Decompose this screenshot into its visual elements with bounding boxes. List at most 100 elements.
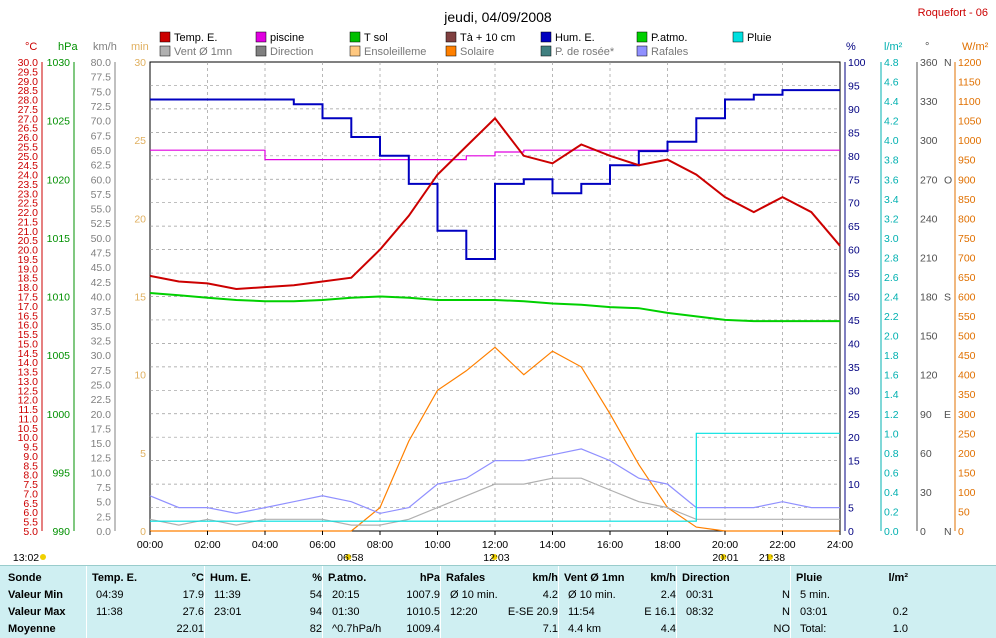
wind-tick-label: 37.5: [91, 306, 112, 318]
wind-tick-label: 75.0: [91, 86, 112, 98]
hum-tick-label: 90: [848, 104, 860, 116]
dir-tick-label: 150: [920, 331, 938, 343]
rain-tick-label: 0.6: [884, 467, 899, 479]
temp-tick-label: 12.0: [18, 395, 39, 407]
sun-tick-label: 20: [134, 213, 146, 225]
dir-tick-label: 60: [920, 448, 932, 460]
summary-cell-label: 11:38: [96, 606, 123, 618]
wind-tick-label: 50.0: [91, 233, 112, 245]
legend-label: Solaire: [460, 46, 494, 58]
summary-cell-value: 1007.9: [406, 589, 440, 601]
solar-tick-label: 100: [958, 487, 976, 499]
press-tick-label: 990: [52, 526, 70, 538]
hum-tick-label: 40: [848, 338, 860, 350]
hum-tick-label: 35: [848, 362, 860, 374]
time-tick-label: 24:00: [827, 539, 853, 551]
temp-tick-label: 27.0: [18, 113, 39, 125]
wind-tick-label: 52.5: [91, 218, 112, 230]
summary-col-head: Direction: [682, 572, 730, 584]
series-line: [149, 477, 840, 526]
solar-tick-label: 0: [958, 526, 964, 538]
legend-label: Hum. E.: [555, 32, 595, 44]
summary-cell-label: 03:01: [800, 606, 828, 618]
legend-label: Pluie: [747, 32, 771, 44]
dir-tick-label: 30: [920, 487, 932, 499]
solar-tick-label: 300: [958, 409, 976, 421]
temp-tick-label: 17.0: [18, 301, 39, 313]
hum-tick-label: 60: [848, 245, 860, 257]
rain-unit-label: l/m²: [884, 41, 903, 53]
summary-cell-label: 5 min.: [800, 589, 830, 601]
summary-cell-value: 1009.4: [406, 623, 440, 635]
press-tick-label: 1025: [47, 116, 71, 128]
summary-cell-value: 7.1: [542, 623, 558, 635]
wind-tick-label: 62.5: [91, 160, 112, 172]
solar-tick-label: 1150: [958, 77, 981, 89]
wind-tick-label: 77.5: [91, 72, 112, 84]
rain-tick-label: 0.0: [884, 526, 899, 538]
rain-tick-label: 3.8: [884, 155, 899, 167]
rain-tick-label: 4.4: [884, 96, 899, 108]
wind-tick-label: 35.0: [91, 321, 112, 333]
summary-col-unit: hPa: [419, 572, 440, 584]
axes: 5.05.56.06.57.07.58.08.59.09.510.010.511…: [18, 41, 989, 538]
summary-column: P.atmo. hPa 20:15 1007.9 01:30 1010.5 ^0.7hPa/…: [328, 570, 440, 638]
solar-tick-label: 150: [958, 467, 976, 479]
rain-tick-label: 0.8: [884, 448, 899, 460]
temp-tick-label: 27.5: [18, 104, 39, 116]
summary-cell-value: 54: [309, 589, 322, 601]
summary-col-head: Hum. E.: [210, 572, 251, 584]
rain-tick-label: 0.2: [884, 506, 899, 518]
summary-cell-label: [92, 623, 96, 635]
dir-letter-label: N: [944, 526, 952, 538]
wind-tick-label: 20.0: [91, 409, 112, 421]
temp-tick-label: 26.0: [18, 132, 39, 144]
solar-tick-label: 600: [958, 292, 976, 304]
rain-tick-label: 3.4: [884, 194, 899, 206]
time-tick-label: 04:00: [252, 539, 278, 551]
rain-tick-label: 1.8: [884, 350, 899, 362]
temp-tick-label: 11.5: [18, 404, 38, 416]
legend-swatch: [540, 45, 552, 57]
legend-swatch: [159, 31, 171, 43]
dir-tick-label: 360: [920, 57, 938, 69]
summary-column: Hum. E.% 11:39 54 23:01 94 82: [210, 570, 322, 638]
solar-tick-label: 750: [958, 233, 976, 245]
wind-tick-label: 72.5: [91, 101, 112, 113]
chart-title: jeudi, 04/09/2008: [443, 9, 552, 25]
hum-tick-label: 25: [848, 409, 860, 421]
summary-separator: [322, 566, 323, 638]
dir-tick-label: 270: [920, 174, 938, 186]
dir-tick-label: 180: [920, 292, 938, 304]
summary-cell-value: E-SE 20.9: [507, 606, 558, 618]
time-axis: 00:00 02:00 04:00 06:00 08:00 10:00 12:00 14:00…: [137, 531, 853, 551]
hum-tick-label: 80: [848, 151, 860, 163]
solar-tick-label: 1200: [958, 57, 982, 69]
temp-tick-label: 15.5: [18, 329, 39, 341]
temp-tick-label: 5.5: [23, 517, 38, 529]
weather-chart: jeudi, 04/09/2008 Roquefort - 06 Temp. E…: [13, 7, 989, 564]
summary-cell-value: 82: [309, 623, 322, 635]
temp-tick-label: 25.5: [18, 141, 39, 153]
hum-tick-label: 0: [848, 526, 854, 538]
legend-label: Direction: [270, 46, 313, 58]
rain-tick-label: 1.0: [884, 428, 899, 440]
temp-tick-label: 25.0: [18, 151, 39, 163]
summary-cell-value: 4.2: [542, 589, 558, 601]
temp-tick-label: 12.5: [18, 385, 39, 397]
summary-cell-label: 11:39: [214, 589, 241, 601]
press-tick-label: 995: [52, 467, 70, 479]
summary-cell-label: Ø 10 min.: [568, 589, 616, 601]
legend-swatch: [636, 31, 648, 43]
temp-tick-label: 10.5: [18, 423, 39, 435]
summary-col-unit: l/m²: [888, 572, 908, 584]
wind-tick-label: 5.0: [96, 497, 111, 509]
series-line: [150, 149, 840, 161]
solar-tick-label: 250: [958, 428, 976, 440]
temp-tick-label: 28.5: [18, 85, 39, 97]
legend-swatch: [349, 45, 361, 57]
summary-separator: [204, 566, 205, 638]
rain-tick-label: 1.6: [884, 370, 899, 382]
series-line: [149, 292, 840, 323]
temp-tick-label: 24.5: [18, 160, 39, 172]
